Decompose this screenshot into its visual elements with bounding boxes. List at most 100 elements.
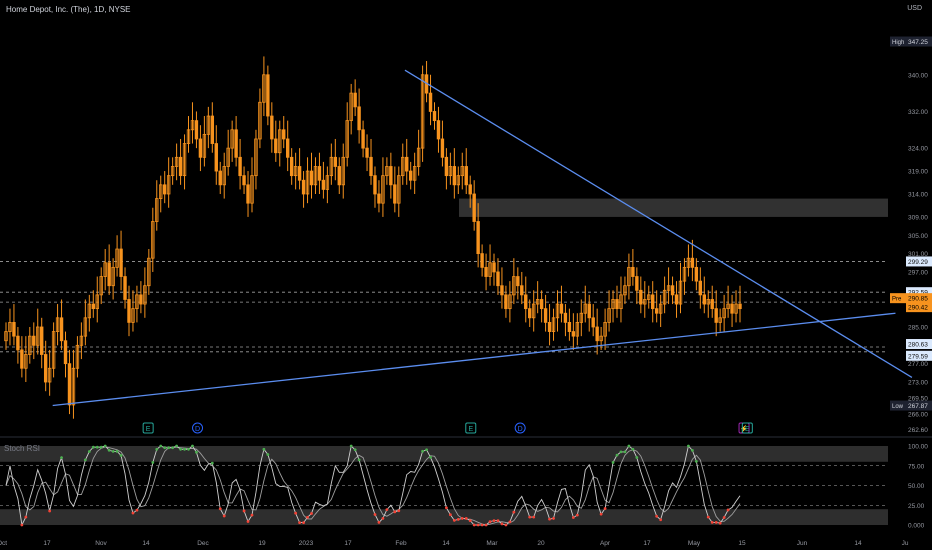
candle bbox=[694, 258, 699, 291]
candle-body bbox=[662, 289, 667, 305]
candle-body bbox=[341, 156, 345, 186]
candle-body bbox=[321, 179, 326, 190]
stoch-dot bbox=[603, 507, 607, 510]
candle bbox=[63, 331, 68, 378]
candle-body bbox=[500, 285, 504, 296]
candle bbox=[682, 258, 687, 295]
candle-body bbox=[8, 321, 12, 332]
time-tick: 17 bbox=[344, 540, 352, 547]
candle bbox=[686, 244, 691, 277]
candle bbox=[40, 317, 44, 369]
event-letter: D bbox=[518, 426, 523, 433]
price-label-pre: Pre 290.85 bbox=[890, 293, 932, 304]
candle bbox=[587, 294, 591, 332]
candle bbox=[539, 290, 544, 323]
candle-body bbox=[686, 257, 691, 268]
candle-body bbox=[579, 312, 583, 323]
candle bbox=[734, 290, 738, 323]
candle bbox=[603, 308, 607, 350]
candle bbox=[662, 276, 667, 314]
stoch-dot bbox=[298, 521, 301, 525]
candle bbox=[543, 294, 548, 332]
candle bbox=[238, 138, 242, 190]
candle bbox=[401, 143, 405, 185]
candle bbox=[381, 157, 385, 217]
candle-body bbox=[63, 340, 68, 365]
candle-body bbox=[230, 129, 234, 149]
candle-body bbox=[20, 349, 24, 369]
stoch-dot bbox=[111, 449, 115, 453]
candle-body bbox=[397, 175, 401, 204]
candle-body bbox=[710, 299, 714, 310]
candle-body bbox=[194, 120, 199, 140]
candle bbox=[36, 308, 40, 355]
stoch-dot bbox=[452, 519, 456, 522]
candle-body bbox=[325, 175, 330, 190]
candle-body bbox=[531, 303, 536, 319]
candle bbox=[329, 143, 334, 185]
candle bbox=[424, 61, 429, 103]
candle-body bbox=[520, 285, 524, 296]
candle-body bbox=[155, 198, 159, 222]
candle-body bbox=[309, 170, 314, 186]
time-tick: Feb bbox=[395, 540, 407, 547]
candle-body bbox=[59, 317, 64, 342]
candle bbox=[726, 285, 730, 318]
candle-body bbox=[369, 156, 373, 177]
candle bbox=[166, 157, 171, 208]
candle-body bbox=[381, 175, 385, 204]
event-letter: E bbox=[745, 426, 750, 433]
price-label-value: 347.25 bbox=[908, 39, 928, 46]
stoch-dot bbox=[615, 453, 619, 457]
event-letter: E bbox=[468, 426, 473, 433]
stoch-dot bbox=[548, 517, 551, 521]
candle-body bbox=[690, 257, 695, 268]
time-tick: Nov bbox=[95, 540, 107, 547]
stoch-dot bbox=[91, 445, 95, 449]
stoch-dot bbox=[445, 506, 448, 510]
candle bbox=[246, 171, 250, 217]
candle bbox=[309, 152, 314, 199]
candle-body bbox=[516, 276, 520, 287]
candle-body bbox=[631, 266, 635, 277]
stoch-d-line bbox=[5, 446, 741, 526]
candle-body bbox=[16, 335, 20, 351]
stoch-dot bbox=[635, 456, 639, 459]
stoch-dot bbox=[397, 509, 401, 513]
stoch-dot bbox=[528, 515, 532, 519]
candle bbox=[95, 276, 99, 323]
price-label-tag: Low bbox=[892, 404, 904, 410]
time-tick: Apr bbox=[600, 540, 611, 547]
candle bbox=[547, 304, 552, 346]
candle bbox=[178, 138, 183, 185]
candle bbox=[377, 180, 381, 213]
candle-body bbox=[670, 285, 675, 296]
candle-body bbox=[151, 221, 155, 259]
candle-body bbox=[468, 184, 472, 195]
candle bbox=[500, 267, 504, 309]
candle bbox=[301, 171, 306, 208]
candle bbox=[91, 290, 95, 318]
candle bbox=[357, 88, 361, 144]
price-label-bg bbox=[906, 339, 932, 350]
candle bbox=[24, 336, 28, 383]
stoch-dot bbox=[718, 521, 722, 525]
stoch-dot bbox=[492, 519, 496, 523]
event-markers: E D E D ⚡E bbox=[142, 422, 753, 434]
candle bbox=[103, 249, 107, 291]
candle-body bbox=[528, 308, 532, 319]
candle-body bbox=[111, 266, 115, 287]
candle-body bbox=[440, 138, 445, 158]
stoch-dot bbox=[500, 522, 504, 526]
candle-body bbox=[79, 335, 84, 346]
time-axis: Oct 17 Nov 14 Dec 19 2023 17 Feb 14 Mar 20 Apr 17 May 1… bbox=[0, 540, 909, 547]
candle-body bbox=[313, 166, 318, 186]
stoch-dot bbox=[103, 444, 107, 448]
stoch-dot bbox=[385, 508, 389, 512]
candle bbox=[250, 157, 254, 213]
candle bbox=[278, 120, 282, 167]
candle bbox=[313, 157, 318, 194]
candle-body bbox=[234, 129, 238, 158]
price-tick: 269.50 bbox=[908, 396, 928, 403]
